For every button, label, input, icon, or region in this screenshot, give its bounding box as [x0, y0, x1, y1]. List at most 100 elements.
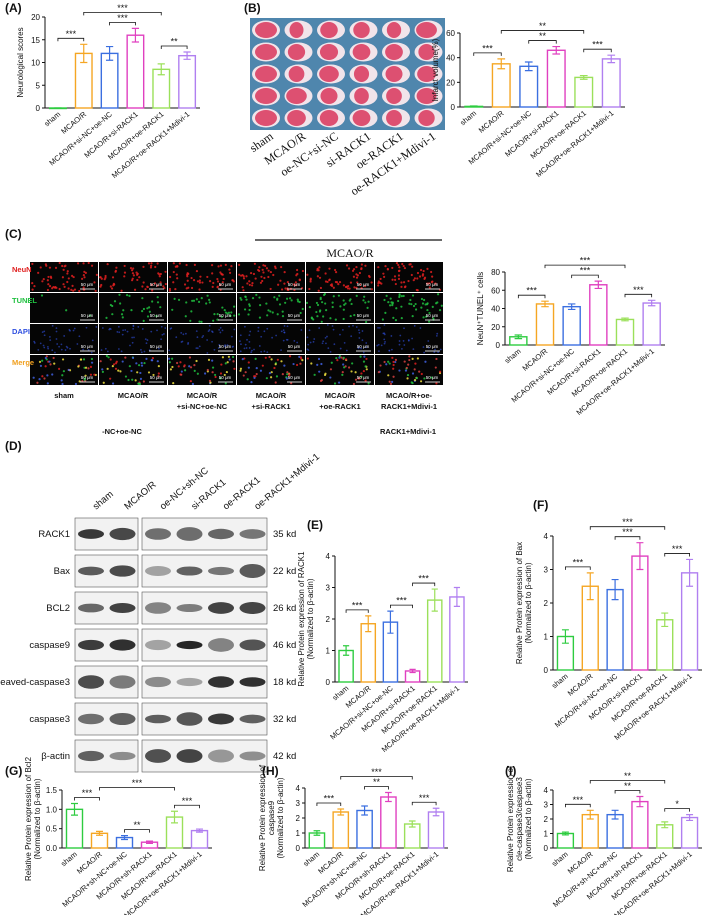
y-tick-label: 3 [326, 584, 331, 593]
significance-bracket [565, 566, 591, 570]
y-tick-label: 1 [544, 830, 549, 839]
stain-dot [243, 347, 246, 350]
stain-dot [399, 334, 402, 337]
stain-dot [332, 328, 335, 331]
error-bar [541, 300, 549, 308]
stain-dot [295, 363, 299, 367]
stain-dot [388, 349, 391, 352]
blot-band [145, 528, 171, 540]
stain-dot [439, 348, 442, 351]
stain-dot [281, 373, 284, 376]
stain-dot [435, 382, 438, 385]
y-axis-label: Relative Protein expression of RACK1 [297, 551, 306, 687]
stain-dot [400, 285, 403, 288]
stain-dot [358, 329, 360, 332]
stain-dot [31, 281, 34, 285]
stain-dot [363, 285, 367, 288]
stain-dot [400, 295, 403, 298]
stain-dot [104, 347, 107, 350]
stain-dot [398, 340, 401, 342]
significance-label: *** [82, 788, 93, 798]
stain-dot [309, 280, 312, 283]
stain-dot [363, 295, 366, 298]
stain-dot [431, 280, 434, 283]
stain-dot [248, 340, 251, 343]
stain-dot [223, 373, 226, 377]
stain-dot [261, 364, 264, 367]
stain-dot [51, 349, 54, 352]
stain-dot [211, 272, 214, 275]
stain-dot [214, 375, 217, 379]
stain-dot [61, 374, 64, 377]
panel-label: (B) [244, 1, 261, 15]
stain-dot [298, 355, 301, 358]
stain-dot [436, 332, 439, 335]
error-bar [431, 588, 438, 612]
blot-column-label: MCAO/R [122, 479, 158, 512]
slice-stain [255, 66, 277, 82]
stain-dot [83, 270, 86, 273]
stain-dot [408, 355, 411, 358]
stain-dot [411, 265, 414, 268]
stain-dot [388, 380, 391, 383]
stain-dot [280, 349, 282, 351]
stain-dot [172, 270, 175, 274]
stain-column-label: +oe-RACK1 [319, 402, 360, 411]
stain-dot [108, 328, 111, 331]
stain-dot [416, 271, 420, 275]
y-tick-label: 5 [36, 81, 41, 90]
stain-dot [60, 343, 63, 346]
stain-dot [394, 319, 398, 322]
stain-dot [412, 279, 415, 282]
stain-dot [239, 340, 241, 342]
stain-dot [360, 263, 363, 266]
stain-dot [33, 285, 36, 288]
stain-dot [440, 304, 443, 307]
stain-dot [238, 273, 241, 276]
significance-bracket [500, 30, 585, 34]
x-tick-label: sham [458, 109, 478, 128]
stain-dot [216, 277, 219, 281]
stain-dot [49, 339, 52, 342]
stain-dot [418, 275, 422, 278]
stain-dot [136, 371, 139, 374]
stain-dot [270, 358, 273, 361]
stain-dot [78, 335, 81, 338]
stain-dot [342, 284, 345, 287]
stain-dot [79, 358, 83, 361]
stain-dot [137, 382, 140, 385]
error-bar [579, 74, 588, 80]
stain-dot [83, 276, 86, 279]
stain-dot [426, 282, 429, 285]
panel-label: (H) [262, 764, 279, 778]
stain-dot [53, 362, 56, 365]
stain-dot [411, 337, 413, 340]
stain-dot [411, 381, 414, 385]
stain-dot [125, 294, 129, 297]
stain-dot [431, 305, 434, 308]
stain-dot [258, 345, 261, 347]
stain-dot [383, 338, 386, 341]
stain-dot [135, 362, 138, 365]
error-bar [469, 105, 478, 108]
stain-dot [394, 360, 397, 364]
stain-dot [38, 360, 42, 363]
slice-stain [319, 44, 339, 60]
stain-dot [386, 267, 389, 271]
stain-dot [430, 270, 433, 274]
stain-dot [163, 333, 165, 335]
stain-dot [370, 288, 373, 291]
stain-dot [111, 382, 115, 385]
stain-dot [383, 324, 386, 326]
stain-dot [367, 300, 370, 303]
stain-dot [83, 377, 87, 380]
stain-dot [77, 365, 80, 368]
stain-dot [402, 340, 405, 342]
stain-dot [271, 336, 274, 339]
stain-dot [319, 379, 323, 382]
stain-dot [202, 335, 205, 337]
stain-dot [331, 325, 334, 327]
stain-dot [71, 284, 74, 287]
stain-dot [197, 300, 201, 303]
stain-dot [93, 281, 96, 284]
